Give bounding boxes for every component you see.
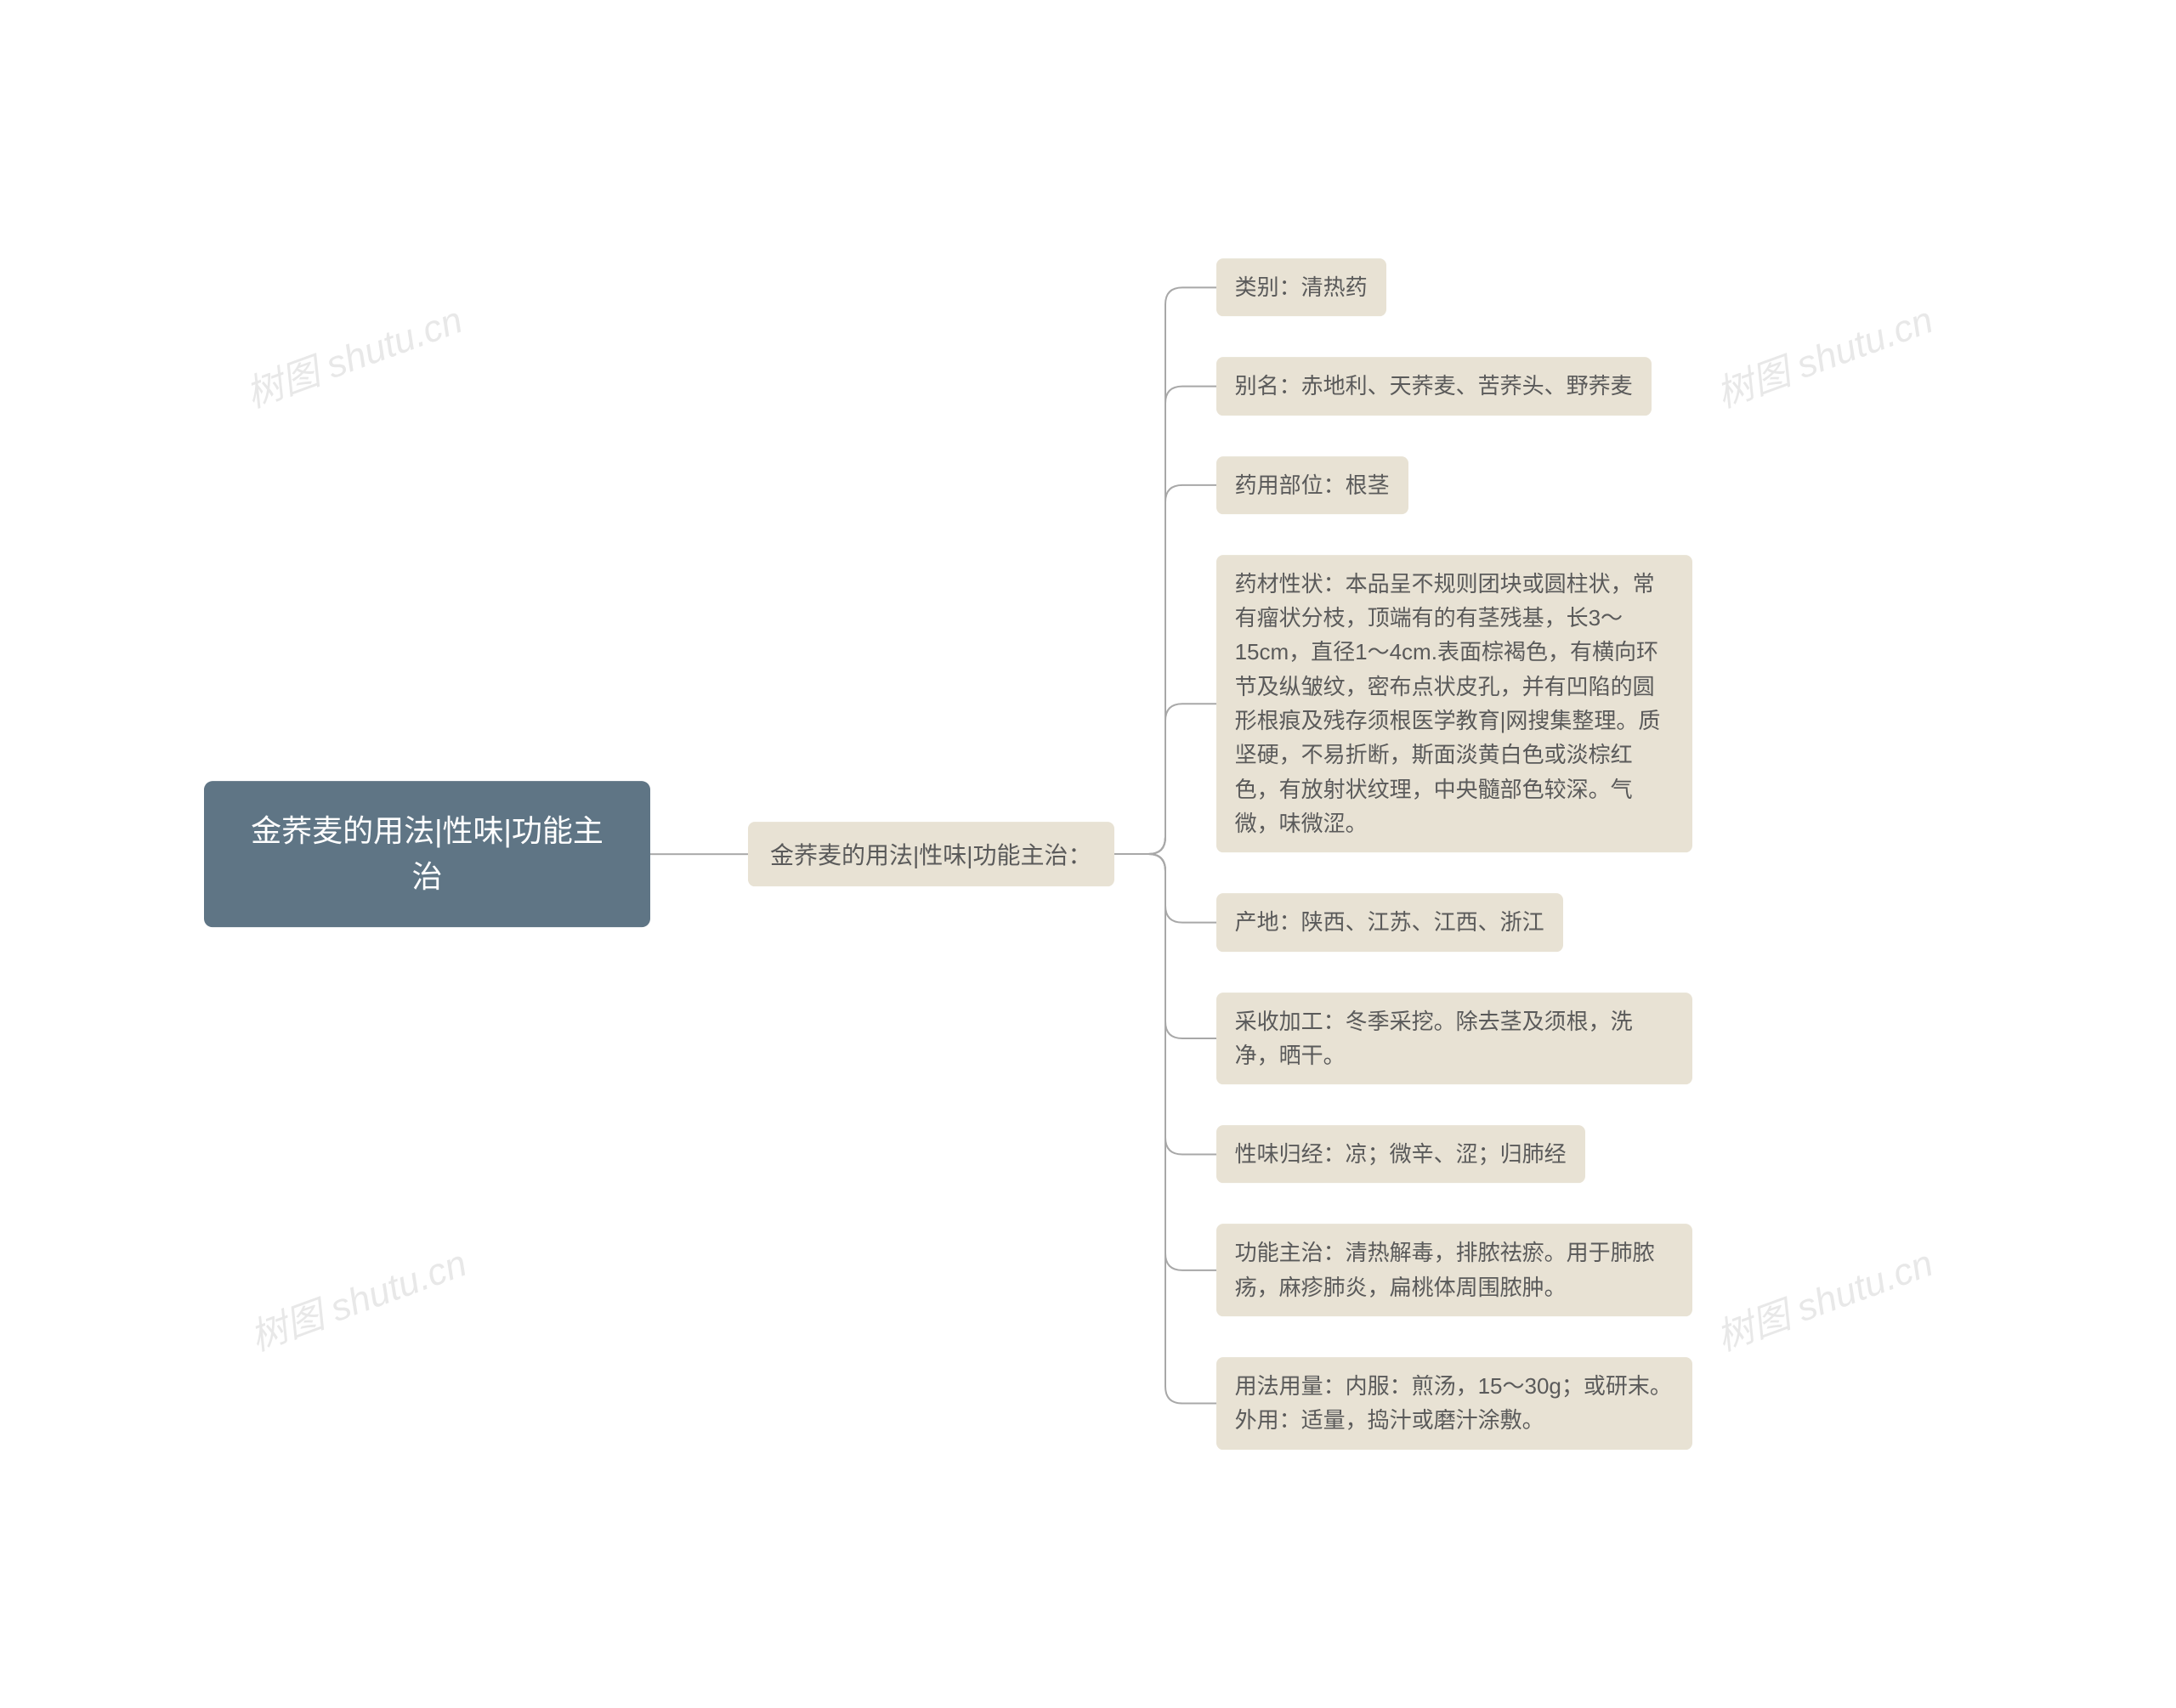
watermark-4: 树图 shutu.cn bbox=[1708, 1233, 1939, 1361]
leaf-node-1: 别名：赤地利、天荞麦、苦荞头、野荞麦 bbox=[1216, 357, 1652, 415]
leaves-container: 类别：清热药 别名：赤地利、天荞麦、苦荞头、野荞麦 药用部位：根茎 药材性状：本… bbox=[1216, 258, 1692, 1450]
leaf-node-2: 药用部位：根茎 bbox=[1216, 456, 1408, 514]
leaf-node-3: 药材性状：本品呈不规则团块或圆柱状，常有瘤状分枝，顶端有的有茎残基，长3～15c… bbox=[1216, 555, 1692, 852]
leaf-node-7: 功能主治：清热解毒，排脓祛瘀。用于肺脓疡，麻疹肺炎，扁桃体周围脓肿。 bbox=[1216, 1224, 1692, 1317]
mid-node: 金荞麦的用法|性味|功能主治： bbox=[748, 822, 1114, 886]
leaf-7: 功能主治：清热解毒，排脓祛瘀。用于肺脓疡，麻疹肺炎，扁桃体周围脓肿。 bbox=[1216, 1224, 1692, 1317]
watermark-2: 树图 shutu.cn bbox=[1708, 290, 1939, 418]
leaf-node-5: 采收加工：冬季采挖。除去茎及须根，洗净，晒干。 bbox=[1216, 993, 1692, 1085]
connector-root-to-mid bbox=[650, 853, 748, 855]
leaf-2: 药用部位：根茎 bbox=[1216, 456, 1692, 514]
leaf-node-0: 类别：清热药 bbox=[1216, 258, 1386, 316]
leaf-6: 性味归经：凉；微辛、涩；归肺经 bbox=[1216, 1125, 1692, 1183]
root-node: 金荞麦的用法|性味|功能主治 bbox=[204, 781, 650, 927]
leaf-3: 药材性状：本品呈不规则团块或圆柱状，常有瘤状分枝，顶端有的有茎残基，长3～15c… bbox=[1216, 555, 1692, 852]
leaf-node-8: 用法用量：内服：煎汤，15～30g；或研末。外用：适量，捣汁或磨汁涂敷。 bbox=[1216, 1357, 1692, 1450]
leaf-5: 采收加工：冬季采挖。除去茎及须根，洗净，晒干。 bbox=[1216, 993, 1692, 1085]
leaf-1: 别名：赤地利、天荞麦、苦荞头、野荞麦 bbox=[1216, 357, 1692, 415]
leaf-4: 产地：陕西、江苏、江西、浙江 bbox=[1216, 893, 1692, 951]
leaf-node-6: 性味归经：凉；微辛、涩；归肺经 bbox=[1216, 1125, 1585, 1183]
leaf-0: 类别：清热药 bbox=[1216, 258, 1692, 316]
leaf-8: 用法用量：内服：煎汤，15～30g；或研末。外用：适量，捣汁或磨汁涂敷。 bbox=[1216, 1357, 1692, 1450]
leaf-node-4: 产地：陕西、江苏、江西、浙江 bbox=[1216, 893, 1563, 951]
mindmap-container: 金荞麦的用法|性味|功能主治 金荞麦的用法|性味|功能主治： 类别：清热药 别名… bbox=[204, 258, 1692, 1450]
